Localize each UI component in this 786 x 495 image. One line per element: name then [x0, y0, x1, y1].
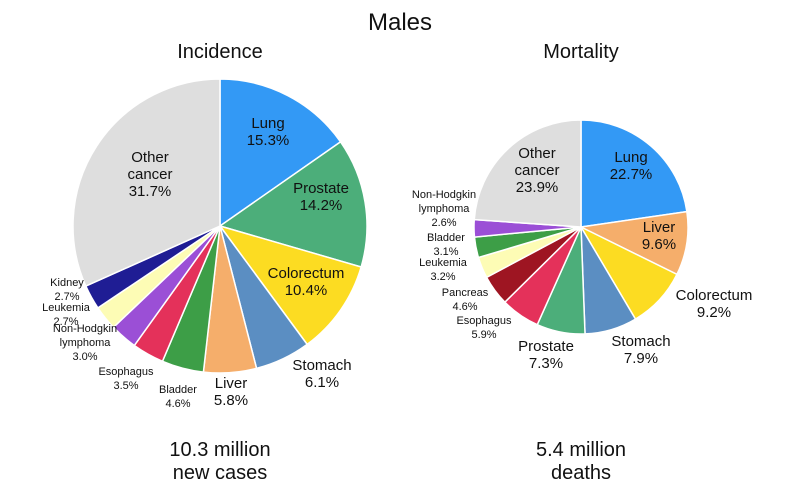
mortality-labels: Lung 22.7% Liver 9.6%Colorectum 9.2%Stomach 7…	[412, 145, 752, 372]
mortality-pie-chart	[473, 119, 689, 335]
incidence-label-other-cancer: Other cancer 31.7%	[127, 149, 172, 200]
mortality-total-line2: deaths	[551, 462, 611, 484]
mortality-label-liver: Liver 9.6%	[642, 219, 676, 253]
incidence-label-bladder: Bladder 4.6%	[159, 384, 197, 410]
incidence-pie-chart	[72, 78, 368, 374]
incidence-label-stomach: Stomach 6.1%	[292, 357, 351, 391]
incidence-slice-other-cancer	[72, 78, 221, 288]
mortality-label-leukemia: Leukemia 3.2%	[419, 257, 468, 283]
mortality-label-pancreas: Pancreas 4.6%	[442, 287, 489, 313]
mortality-label-bladder: Bladder 3.1%	[427, 232, 465, 258]
incidence-slice-colorectum	[218, 224, 363, 346]
mortality-slice-lung	[580, 119, 688, 228]
mortality-slice-other-cancer	[473, 119, 582, 228]
incidence-label-lung: Lung 15.3%	[247, 115, 290, 149]
mortality-label-prostate: Prostate 7.3%	[518, 338, 574, 372]
incidence-labels: Lung 15.3%Prostate 14.2% Colorectum 10.4% Sto…	[42, 115, 351, 410]
figure-title: Males	[368, 9, 432, 36]
mortality-label-esophagus: Esophagus 5.9%	[456, 315, 512, 341]
incidence-total-line1: 10.3 million	[169, 439, 270, 461]
incidence-slice-prostate	[218, 140, 368, 268]
mortality-label-stomach: Stomach 7.9%	[611, 333, 670, 367]
mortality-label-other-cancer: Other cancer 23.9%	[514, 145, 559, 196]
incidence-label-prostate: Prostate 14.2%	[293, 180, 349, 214]
incidence-slice-lung	[219, 78, 342, 228]
incidence-label-kidney: Kidney 2.7%	[50, 277, 84, 303]
mortality-label-non-hodgkin-lymphoma: Non-Hodgkin lymphoma 2.6%	[412, 189, 476, 229]
incidence-label-colorectum: Colorectum 10.4%	[268, 265, 345, 299]
incidence-title: Incidence	[177, 41, 263, 63]
incidence-label-non-hodgkin-lymphoma: Non-Hodgkin lymphoma 3.0%	[53, 323, 117, 363]
mortality-label-colorectum: Colorectum 9.2%	[676, 287, 753, 321]
incidence-label-liver: Liver 5.8%	[214, 375, 248, 409]
incidence-label-leukemia: Leukemia 2.7%	[42, 302, 91, 328]
mortality-title: Mortality	[543, 41, 619, 63]
mortality-label-lung: Lung 22.7%	[610, 149, 653, 183]
incidence-label-esophagus: Esophagus 3.5%	[98, 366, 154, 392]
incidence-total-line2: new cases	[173, 462, 268, 484]
mortality-total-line1: 5.4 million	[536, 439, 626, 461]
